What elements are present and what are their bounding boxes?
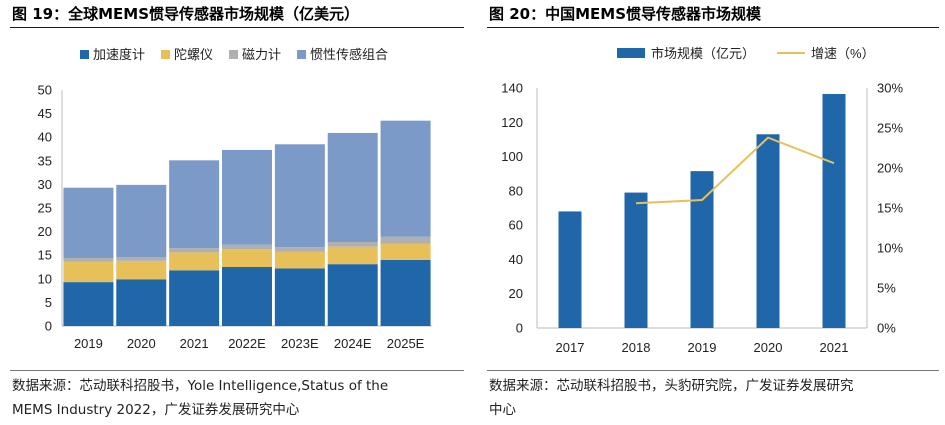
y-tick-label: 20 (509, 286, 523, 301)
bar-2020-series-4 (116, 184, 167, 258)
y-tick-label: 35 (38, 153, 52, 168)
bar-2024e-series-2 (327, 246, 378, 265)
figure-19-source-line-2: MEMS Industry 2022，广发证券发展研究中心 (12, 402, 300, 418)
y-tick-label: 120 (501, 115, 523, 130)
x-tick-label: 2022E (228, 336, 266, 351)
y-tick-label: 40 (38, 130, 52, 145)
bar-2024e-series-3 (327, 241, 378, 247)
x-tick-label: 2017 (556, 340, 585, 355)
x-tick-label: 2021 (820, 340, 849, 355)
x-tick-label: 2019 (74, 336, 103, 351)
y-tick-label: 10 (38, 271, 52, 286)
bar-2021-series-2 (169, 252, 220, 271)
legend-swatch-3 (229, 50, 239, 59)
x-tick-label: 2020 (127, 336, 156, 351)
bar-2020 (756, 134, 780, 328)
y-tick-label: 25 (38, 201, 52, 216)
x-tick-label: 2024E (334, 336, 372, 351)
y-tick-label: 60 (509, 218, 523, 233)
growth-rate-line (635, 136, 835, 205)
legend-label-line: 增速（%） (811, 46, 875, 61)
figure-20-source: 数据来源：芯动联科招股书，头豹研究院，广发证券发展研究 中心 (489, 374, 941, 422)
figure-20-title-rule (487, 27, 939, 28)
bar-2020-series-3 (116, 257, 167, 261)
figure-20-bottom-rule (487, 370, 939, 371)
bar-2019-series-1 (63, 282, 114, 326)
figure-19-panel: 图 19：全球MEMS惯导传感器市场规模（亿美元） 加速度计 陀螺仪 磁力计 惯性传感… (0, 0, 470, 425)
china-mems-market-chart: 市场规模（亿元） 增速（%） 0 20 40 60 80 100 120 140 0% 5% 10% 15… (501, 46, 903, 355)
bar-2025e-series-3 (380, 236, 431, 244)
bar-2025e-series-2 (380, 243, 431, 260)
bar-2023e-series-4 (274, 144, 325, 248)
bar-2022e-series-3 (222, 244, 272, 250)
y-tick-label: 0 (45, 319, 52, 334)
x-tick-label: 2021 (180, 336, 209, 351)
y-tick-label: 0 (516, 321, 523, 336)
bar-2021-series-3 (169, 248, 220, 253)
y-tick-label: 15 (38, 248, 52, 263)
y2-tick-label: 5% (877, 281, 896, 296)
bar-2024e-series-4 (327, 132, 378, 242)
legend-label-2: 陀螺仪 (174, 47, 213, 62)
figure-20-source-line-2: 中心 (489, 402, 516, 418)
figure-19-title: 图 19：全球MEMS惯导传感器市场规模（亿美元） (12, 5, 360, 23)
figure-19-title-rule (10, 27, 464, 28)
y-tick-label: 100 (501, 149, 523, 164)
y-tick-label: 20 (38, 224, 52, 239)
figure-20-source-line-1: 数据来源：芯动联科招股书，头豹研究院，广发证券发展研究 (489, 378, 854, 394)
bar-2024e-series-1 (327, 264, 378, 326)
bar-2019-series-2 (63, 261, 114, 283)
y-tick-label: 45 (38, 106, 52, 121)
legend-swatch-2 (161, 50, 171, 59)
bar-2023e-series-2 (274, 251, 325, 269)
x-tick-label: 2019 (688, 340, 717, 355)
y-tick-label: 40 (509, 252, 523, 267)
bar-2022e-series-1 (222, 267, 272, 326)
bar-2023e-series-1 (274, 268, 325, 326)
figure-19-source-line-1: 数据来源：芯动联科招股书，Yole Intelligence,Status of… (12, 378, 389, 394)
legend-label-4: 惯性传感组合 (310, 47, 388, 62)
bar-2021-series-1 (169, 270, 220, 326)
bar-2025e-series-1 (380, 259, 431, 326)
bar-2021-series-4 (169, 160, 220, 249)
bar-2022e-series-4 (222, 149, 272, 245)
legend-swatch-bar (617, 48, 645, 58)
bar-2025e-series-4 (380, 120, 431, 237)
global-mems-market-chart: 加速度计 陀螺仪 磁力计 惯性传感组合 0 5 10 15 20 25 30 35 40 45 50 2019… (38, 47, 432, 351)
bar-2019-series-3 (63, 258, 114, 262)
x-tick-label: 2018 (622, 340, 651, 355)
y2-tick-label: 20% (877, 161, 903, 176)
y2-tick-label: 10% (877, 241, 903, 256)
y-tick-label: 80 (509, 183, 523, 198)
legend-label-bar: 市场规模（亿元） (651, 46, 755, 61)
x-tick-label: 2020 (754, 340, 783, 355)
figure-19-source: 数据来源：芯动联科招股书，Yole Intelligence,Status of… (12, 374, 466, 422)
y2-tick-label: 15% (877, 201, 903, 216)
legend-swatch-1 (80, 50, 89, 59)
bar-2019 (690, 171, 714, 328)
y-tick-label: 50 (38, 83, 52, 98)
figure-20-title: 图 20：中国MEMS惯导传感器市场规模 (489, 5, 762, 23)
x-tick-label: 2023E (281, 336, 319, 351)
bar-2020-series-2 (116, 260, 167, 280)
y2-tick-label: 25% (877, 121, 903, 136)
y-tick-label: 140 (501, 81, 523, 96)
bar-2018 (624, 192, 648, 328)
legend-label-1: 加速度计 (93, 47, 145, 62)
bar-2021 (822, 94, 846, 328)
legend-label-3: 磁力计 (242, 47, 281, 62)
bar-2019-series-4 (63, 187, 114, 259)
figure-20-panel: 图 20：中国MEMS惯导传感器市场规模 市场规模（亿元） 增速（%） 0 20 40 6… (477, 0, 945, 425)
y2-tick-label: 0% (877, 321, 896, 336)
y2-tick-label: 30% (877, 81, 903, 96)
bar-2017 (558, 211, 582, 328)
bar-2023e-series-3 (274, 247, 325, 252)
y-tick-label: 30 (38, 177, 52, 192)
bar-2022e-series-2 (222, 249, 272, 267)
legend-swatch-4 (297, 50, 307, 59)
x-tick-label: 2025E (387, 336, 425, 351)
figure-19-bottom-rule (10, 370, 464, 371)
bar-2020-series-1 (116, 279, 167, 326)
y-tick-label: 5 (45, 295, 52, 310)
